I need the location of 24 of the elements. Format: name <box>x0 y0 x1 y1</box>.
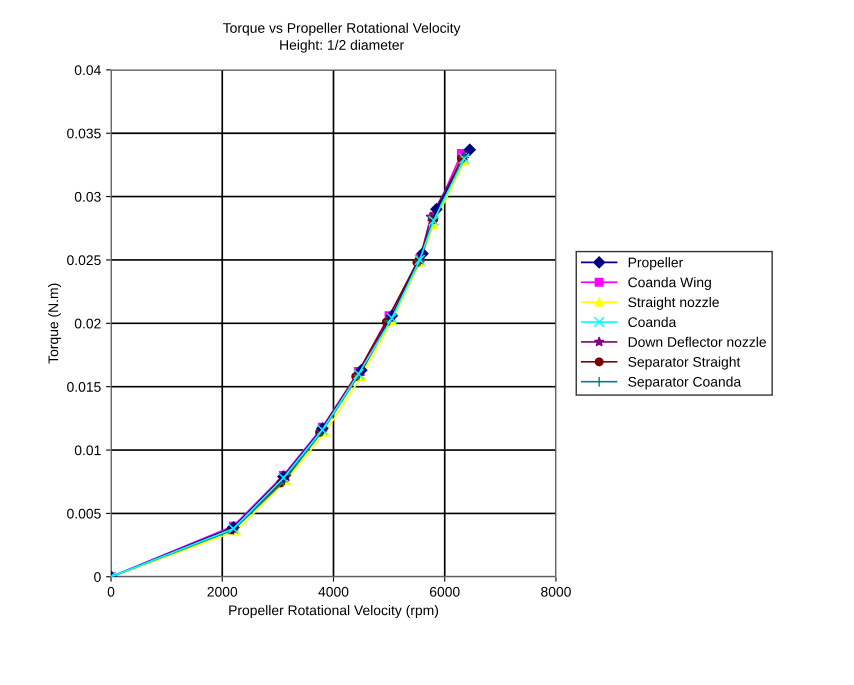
y-tick-label: 0.01 <box>74 445 101 456</box>
y-tick-label: 0.04 <box>74 65 101 76</box>
y-tick-label: 0.03 <box>74 192 101 202</box>
legend-label: Coanda Wing <box>628 277 711 290</box>
legend-label: Separator Coanda <box>628 376 742 390</box>
x-tick-label: 4000 <box>318 586 348 597</box>
x-tick-label: 8000 <box>541 586 571 597</box>
x-tick-label: 2000 <box>208 586 238 597</box>
y-axis-title: Torque (N.m) <box>48 284 61 364</box>
x-axis-title: Propeller Rotational Velocity (rpm) <box>229 604 438 618</box>
y-tick-label: 0 <box>94 572 101 582</box>
legend-label: Straight nozzle <box>628 296 719 310</box>
x-tick-label: 6000 <box>430 586 460 597</box>
legend-label: Coanda <box>628 316 676 328</box>
y-tick-label: 0.035 <box>67 128 101 138</box>
y-tick-label: 0.02 <box>74 318 101 328</box>
y-tick-label: 0.015 <box>67 382 101 392</box>
y-tick-label: 0.025 <box>67 255 101 266</box>
x-tick-label: 0 <box>108 586 114 597</box>
legend-label: Propeller <box>628 257 683 270</box>
chart-title: Torque vs Propeller Rotational Velocity Height: 1/2 diameter <box>223 22 460 53</box>
y-tick-label: 0.005 <box>67 508 101 519</box>
legend-label: Separator Straight <box>628 356 740 370</box>
legend-label: Down Deflector nozzle <box>628 336 766 347</box>
